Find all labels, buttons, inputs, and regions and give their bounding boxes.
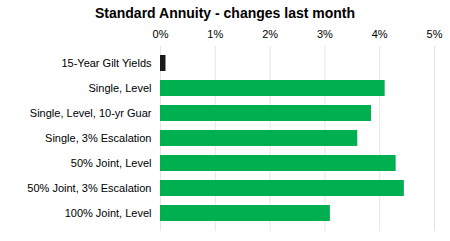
svg-text:0%: 0% <box>153 28 169 40</box>
svg-text:3%: 3% <box>317 28 333 40</box>
svg-text:2%: 2% <box>262 28 278 40</box>
svg-text:4%: 4% <box>372 28 388 40</box>
svg-text:15-Year Gilt Yields: 15-Year Gilt Yields <box>61 57 152 69</box>
svg-text:50% Joint, Level: 50% Joint, Level <box>71 157 152 169</box>
html-text:Standard Annuity - changes las: Standard Annuity - changes last month <box>95 5 355 21</box>
svg-text:50% Joint, 3% Escalation: 50% Joint, 3% Escalation <box>27 182 151 194</box>
svg-text:1%: 1% <box>207 28 223 40</box>
svg-text:Single, Level, 10-yr Guar: Single, Level, 10-yr Guar <box>30 107 152 119</box>
svg-text:5%: 5% <box>427 28 443 40</box>
svg-text:Single, Level: Single, Level <box>89 82 152 94</box>
svg-text:Single, 3% Escalation: Single, 3% Escalation <box>45 132 151 144</box>
svg-text:100% Joint, Level: 100% Joint, Level <box>65 207 152 219</box>
